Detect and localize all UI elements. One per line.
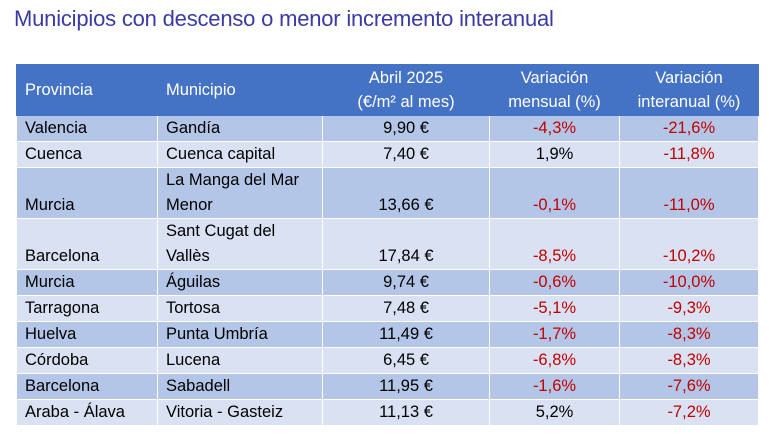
cell-mensual: -0,6% bbox=[489, 269, 620, 296]
cell-municipio: Cuenca capital bbox=[157, 141, 323, 168]
header-interanual-line1: Variación bbox=[655, 69, 723, 87]
cell-mensual: -1,6% bbox=[489, 373, 620, 400]
cell-interanual: -11,8% bbox=[619, 141, 759, 168]
cell-interanual: -8,3% bbox=[619, 321, 759, 348]
cell-precio: 9,74 € bbox=[322, 269, 490, 296]
cell-precio: 7,40 € bbox=[322, 141, 490, 168]
cell-municipio: Sabadell bbox=[157, 373, 323, 400]
header-provincia: Provincia bbox=[16, 64, 158, 116]
cell-municipio: Vitoria - Gasteiz bbox=[157, 399, 323, 426]
header-interanual: Variación interanual (%) bbox=[619, 64, 759, 116]
header-provincia-label: Provincia bbox=[25, 81, 93, 99]
header-mensual-line1: Variación bbox=[520, 69, 589, 87]
header-interanual-line2: interanual (%) bbox=[637, 93, 741, 111]
cell-provincia: Tarragona bbox=[16, 295, 158, 322]
cell-interanual: -10,0% bbox=[619, 269, 759, 296]
table-row: Tarragona Tortosa 7,48 € -5,1% -9,3% bbox=[16, 295, 759, 322]
cell-interanual: -9,3% bbox=[619, 295, 759, 322]
cell-precio: 17,84 € bbox=[322, 218, 490, 270]
cell-mensual: -6,8% bbox=[489, 347, 620, 374]
cell-mensual: -4,3% bbox=[489, 115, 620, 142]
cell-municipio: Lucena bbox=[157, 347, 323, 374]
cell-interanual: -10,2% bbox=[619, 218, 759, 270]
cell-provincia: Barcelona bbox=[16, 373, 158, 400]
table-row: Barcelona Sant Cugat del Vallès 17,84 € … bbox=[16, 218, 759, 270]
table-row: Barcelona Sabadell 11,95 € -1,6% -7,6% bbox=[16, 373, 759, 400]
page-title: Municipios con descenso o menor incremen… bbox=[14, 6, 554, 31]
table-header: Provincia Municipio Abril 2025 (€/m² al … bbox=[16, 64, 759, 116]
cell-mensual: 1,9% bbox=[489, 141, 620, 168]
cell-mensual: -1,7% bbox=[489, 321, 620, 348]
cell-precio: 11,13 € bbox=[322, 399, 490, 426]
cell-interanual: -7,6% bbox=[619, 373, 759, 400]
header-abril-line1: Abril 2025 bbox=[368, 69, 444, 87]
header-mensual: Variación mensual (%) bbox=[489, 64, 620, 116]
cell-provincia: Murcia bbox=[16, 269, 158, 296]
table-row: Murcia La Manga del Mar Menor 13,66 € -0… bbox=[16, 167, 759, 219]
header-municipio-label: Municipio bbox=[166, 81, 236, 99]
data-table: Provincia Municipio Abril 2025 (€/m² al … bbox=[16, 64, 759, 426]
cell-municipio: Punta Umbría bbox=[157, 321, 323, 348]
table-row: Murcia Águilas 9,74 € -0,6% -10,0% bbox=[16, 269, 759, 296]
cell-provincia: Cuenca bbox=[16, 141, 158, 168]
header-abril-line2: (€/m² al mes) bbox=[357, 93, 455, 111]
cell-precio: 13,66 € bbox=[322, 167, 490, 219]
table-row: Valencia Gandía 9,90 € -4,3% -21,6% bbox=[16, 115, 759, 142]
table-row: Cuenca Cuenca capital 7,40 € 1,9% -11,8% bbox=[16, 141, 759, 168]
cell-precio: 9,90 € bbox=[322, 115, 490, 142]
cell-provincia: Murcia bbox=[16, 167, 158, 219]
header-municipio: Municipio bbox=[157, 64, 323, 116]
cell-interanual: -7,2% bbox=[619, 399, 759, 426]
cell-mensual: -0,1% bbox=[489, 167, 620, 219]
table-body: Valencia Gandía 9,90 € -4,3% -21,6% Cuen… bbox=[16, 115, 759, 426]
cell-precio: 7,48 € bbox=[322, 295, 490, 322]
cell-provincia: Huelva bbox=[16, 321, 158, 348]
cell-municipio: Sant Cugat del Vallès bbox=[157, 218, 323, 270]
cell-interanual: -21,6% bbox=[619, 115, 759, 142]
header-mensual-line2: mensual (%) bbox=[508, 93, 601, 111]
cell-municipio: La Manga del Mar Menor bbox=[157, 167, 323, 219]
header-abril: Abril 2025 (€/m² al mes) bbox=[322, 64, 490, 116]
cell-provincia: Córdoba bbox=[16, 347, 158, 374]
cell-precio: 11,49 € bbox=[322, 321, 490, 348]
cell-municipio: Águilas bbox=[157, 269, 323, 296]
table-row: Córdoba Lucena 6,45 € -6,8% -8,3% bbox=[16, 347, 759, 374]
header-row: Provincia Municipio Abril 2025 (€/m² al … bbox=[16, 64, 759, 116]
cell-mensual: -5,1% bbox=[489, 295, 620, 322]
cell-mensual: 5,2% bbox=[489, 399, 620, 426]
cell-provincia: Valencia bbox=[16, 115, 158, 142]
cell-municipio: Tortosa bbox=[157, 295, 323, 322]
cell-precio: 6,45 € bbox=[322, 347, 490, 374]
cell-precio: 11,95 € bbox=[322, 373, 490, 400]
cell-interanual: -8,3% bbox=[619, 347, 759, 374]
cell-provincia: Araba - Álava bbox=[16, 399, 158, 426]
cell-interanual: -11,0% bbox=[619, 167, 759, 219]
cell-provincia: Barcelona bbox=[16, 218, 158, 270]
table-row: Araba - Álava Vitoria - Gasteiz 11,13 € … bbox=[16, 399, 759, 426]
cell-municipio: Gandía bbox=[157, 115, 323, 142]
table-row: Huelva Punta Umbría 11,49 € -1,7% -8,3% bbox=[16, 321, 759, 348]
cell-mensual: -8,5% bbox=[489, 218, 620, 270]
